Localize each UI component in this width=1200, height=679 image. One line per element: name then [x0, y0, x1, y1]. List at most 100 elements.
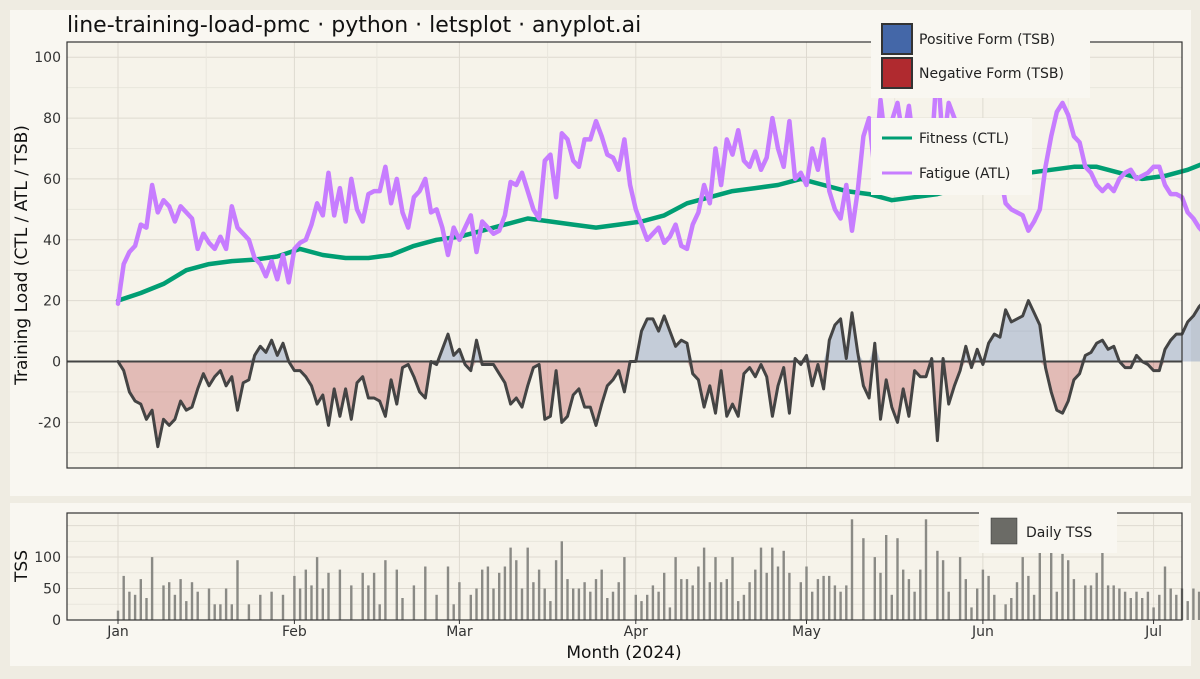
tss-bar	[310, 585, 313, 620]
legend-key-daily-tss	[990, 517, 1018, 545]
tss-bar	[162, 585, 165, 620]
tss-bar	[515, 560, 518, 620]
x-tick-label-jan: Jan	[106, 624, 129, 640]
tss-bar	[532, 582, 535, 620]
x-tick-label-jun: Jun	[971, 624, 994, 640]
tss-bar	[1158, 594, 1161, 620]
tss-bar	[372, 572, 376, 620]
tss-bar	[913, 591, 916, 620]
tss-bar	[452, 604, 455, 620]
tss-bar	[315, 557, 319, 620]
tss-bar	[782, 550, 785, 620]
tss-bar	[1021, 557, 1024, 620]
legend-label-positive-form: Positive Form (TSB)	[919, 32, 1055, 48]
top-y-tick-label: 20	[43, 294, 61, 310]
tss-bar	[788, 572, 791, 620]
top-gridlines	[67, 42, 1182, 468]
tss-bar	[475, 588, 478, 620]
tss-bar	[549, 601, 552, 620]
top-plot-border	[66, 41, 1183, 469]
tss-bar	[640, 601, 643, 620]
tss-bar	[657, 591, 660, 620]
tss-bar	[537, 569, 541, 620]
tss-bar	[924, 519, 928, 620]
tss-bar	[1175, 594, 1178, 620]
top-plot-area	[67, 42, 1182, 468]
tss-bar	[1038, 538, 1041, 620]
tss-bar	[919, 569, 922, 620]
tss-bar	[1123, 591, 1127, 620]
tss-bar	[543, 588, 546, 620]
tss-bar	[190, 582, 194, 620]
tss-bar	[298, 588, 302, 620]
tss-bar	[1186, 601, 1189, 620]
tss-bar	[646, 594, 649, 620]
tss-bar	[1106, 585, 1110, 620]
tss-bar	[583, 582, 586, 620]
tss-bar	[742, 594, 746, 620]
tss-bar	[822, 575, 825, 620]
tss-bar	[993, 594, 996, 620]
tss-bar	[173, 594, 177, 620]
tss-bar	[150, 557, 154, 620]
tss-bar	[668, 607, 672, 620]
tss-bar	[737, 601, 740, 620]
tss-bar	[941, 560, 945, 620]
tss-bar	[1197, 591, 1200, 620]
tss-bar	[224, 588, 228, 620]
top-y-axis-label: Training Load (CTL / ATL / TSB)	[12, 125, 32, 386]
tss-bar	[458, 582, 461, 620]
top-y-tick-label: 60	[43, 172, 61, 188]
tss-bar	[600, 569, 603, 620]
x-tick-label-apr: Apr	[624, 624, 648, 640]
tss-bar	[1141, 598, 1144, 620]
tss-bar	[179, 579, 182, 620]
tss-bar	[572, 588, 575, 620]
tss-bar	[446, 566, 450, 620]
tss-bar	[554, 560, 558, 620]
tss-bar	[219, 604, 222, 620]
tss-bar	[1152, 607, 1155, 620]
top-y-tick-label: 40	[43, 233, 61, 249]
tss-bar	[771, 547, 774, 620]
tss-bar	[702, 547, 706, 620]
tss-bar	[634, 594, 637, 620]
x-axis-label: Month (2024)	[566, 643, 681, 663]
tss-bar	[168, 582, 171, 620]
x-tick-label-jul: Jul	[1144, 624, 1162, 640]
bottom-plot-border	[66, 512, 1183, 621]
tss-bar	[674, 557, 677, 620]
tss-bar	[1027, 575, 1030, 620]
tss-bar	[890, 594, 893, 620]
tss-bar	[811, 591, 814, 620]
tss-bar	[509, 547, 512, 620]
tss-bar	[520, 588, 524, 620]
bottom-y-tick-label: 100	[34, 550, 61, 566]
tss-bar	[395, 569, 398, 620]
tss-bar	[617, 582, 620, 620]
tss-bar	[469, 594, 472, 620]
daily-tss-bars	[116, 519, 1200, 620]
tss-bar	[907, 579, 911, 620]
tss-bar	[697, 566, 700, 620]
tss-bar	[685, 579, 689, 620]
tss-bar	[236, 560, 239, 620]
tss-bar	[765, 572, 768, 620]
top-y-tick-label: -20	[38, 415, 61, 431]
form-tsb-line	[116, 299, 1200, 449]
tss-bar	[367, 585, 370, 620]
tss-bar	[594, 579, 598, 620]
tss-bar	[281, 594, 285, 620]
tss-bar	[133, 594, 137, 620]
tss-bar	[725, 579, 728, 620]
tss-bar	[577, 588, 581, 620]
legend-key-positive-form	[881, 23, 913, 55]
tss-bar	[207, 588, 211, 620]
tss-bar	[879, 572, 882, 620]
tss-bar	[714, 557, 717, 620]
tss-bar	[378, 604, 381, 620]
tss-bar	[606, 598, 609, 620]
tss-bar	[1112, 585, 1115, 620]
legend-label-fitness: Fitness (CTL)	[919, 131, 1009, 147]
tss-bar	[1089, 585, 1093, 620]
